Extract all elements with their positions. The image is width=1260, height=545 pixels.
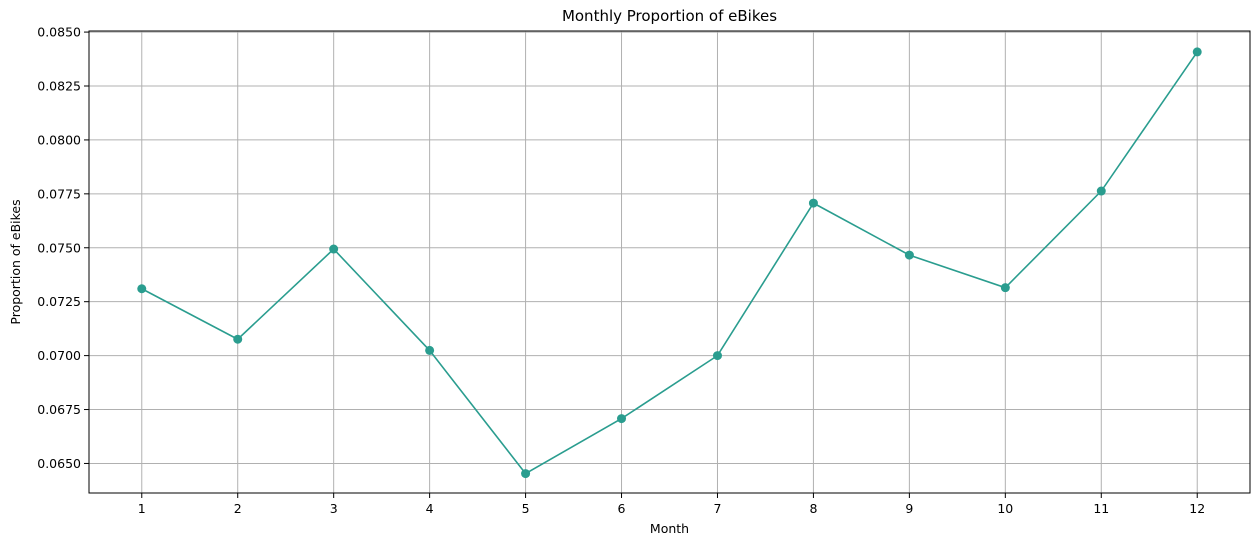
y-tick-label: 0.0775 — [37, 186, 81, 201]
x-tick-label: 10 — [997, 501, 1013, 516]
y-tick-label: 0.0725 — [37, 294, 81, 309]
x-tick-label: 5 — [522, 501, 530, 516]
y-tick-label: 0.0700 — [37, 348, 81, 363]
grid — [89, 31, 1250, 493]
y-tick-label: 0.0750 — [37, 240, 81, 255]
y-tick-label: 0.0675 — [37, 402, 81, 417]
x-tick-label: 4 — [426, 501, 434, 516]
x-tick-label: 6 — [618, 501, 626, 516]
data-point — [521, 469, 531, 479]
x-axis-label: Month — [650, 521, 689, 536]
data-point — [233, 334, 243, 344]
series-layer — [137, 47, 1202, 479]
plot-frame — [88, 30, 1251, 494]
x-tick-label: 7 — [713, 501, 721, 516]
chart-title: Monthly Proportion of eBikes — [562, 7, 777, 25]
data-point — [808, 198, 818, 208]
y-axis-label: Proportion of eBikes — [8, 199, 23, 324]
data-point — [425, 345, 435, 355]
x-tick-label: 3 — [330, 501, 338, 516]
x-tick-label: 8 — [809, 501, 817, 516]
data-point — [617, 414, 627, 424]
y-tick-label: 0.0825 — [37, 79, 81, 94]
series-line — [141, 51, 1198, 475]
x-tick-label: 1 — [138, 501, 146, 516]
data-point — [712, 351, 722, 361]
data-point — [1192, 47, 1202, 57]
x-tick-label: 2 — [234, 501, 242, 516]
data-point — [1000, 283, 1010, 293]
x-tick-label: 11 — [1093, 501, 1109, 516]
data-point — [329, 244, 339, 254]
data-point — [137, 284, 147, 294]
data-point — [904, 250, 914, 260]
y-tick-label: 0.0800 — [37, 132, 81, 147]
y-tick-label: 0.0850 — [37, 25, 81, 40]
y-tick-label: 0.0650 — [37, 456, 81, 471]
data-point — [1096, 186, 1106, 196]
ticks: 1 2 3 4 5 6 7 8 9 10 11 120.06500.06750.07000.07250… — [37, 25, 1205, 516]
x-tick-label: 12 — [1189, 501, 1205, 516]
x-tick-label: 9 — [905, 501, 913, 516]
